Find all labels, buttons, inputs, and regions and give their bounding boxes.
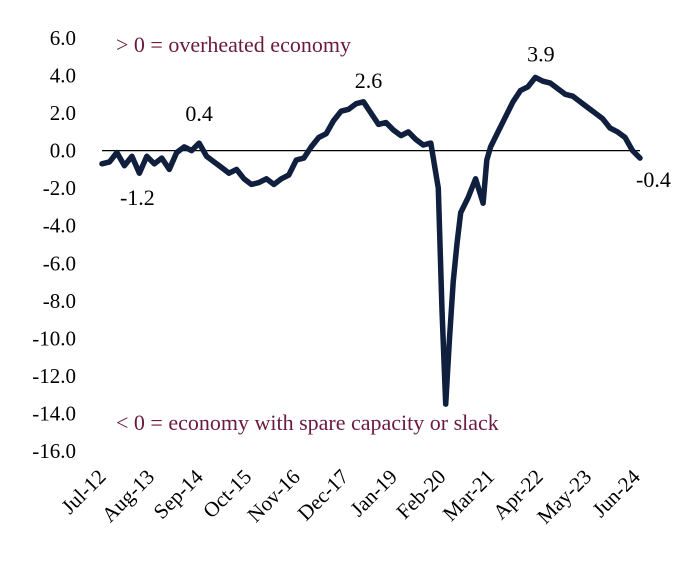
y-tick-label: -16.0 bbox=[32, 439, 76, 463]
data-label: -1.2 bbox=[120, 185, 155, 210]
x-tick-label: Mar-21 bbox=[438, 465, 499, 526]
x-tick-label: Dec-17 bbox=[293, 465, 354, 526]
data-label: 0.4 bbox=[185, 101, 213, 126]
series-line bbox=[99, 74, 643, 407]
y-tick-label: -12.0 bbox=[32, 364, 76, 388]
y-tick-label: 2.0 bbox=[50, 101, 76, 125]
x-tick-label: Nov-16 bbox=[242, 465, 304, 527]
data-label: 2.6 bbox=[355, 68, 383, 93]
data-label: 3.9 bbox=[527, 41, 555, 66]
data-label: -0.4 bbox=[636, 167, 671, 192]
y-tick-label: 6.0 bbox=[50, 26, 76, 50]
annotations: -1.2 0.4 2.6 3.9 -0.4 bbox=[120, 41, 671, 210]
y-tick-label: -2.0 bbox=[43, 176, 76, 200]
x-axis: Jul-12Aug-13Sep-14Oct-15Nov-16Dec-17Jan-… bbox=[56, 464, 645, 528]
y-tick-label: -4.0 bbox=[43, 214, 76, 238]
note-overheated: > 0 = overheated economy bbox=[116, 32, 351, 57]
x-tick-label: Sep-14 bbox=[149, 464, 208, 523]
y-tick-label: -14.0 bbox=[32, 401, 76, 425]
x-tick-label: Jan-19 bbox=[345, 465, 402, 522]
x-tick-label: May-23 bbox=[532, 465, 596, 529]
x-tick-label: Aug-13 bbox=[97, 465, 159, 527]
y-axis: 6.0 4.0 2.0 0.0 -2.0 -4.0 -6.0 -8.0 -10.0 -12.0 -1… bbox=[32, 26, 76, 463]
note-slack: < 0 = economy with spare capacity or sla… bbox=[116, 410, 499, 435]
x-tick-label: Feb-20 bbox=[391, 465, 450, 524]
y-tick-label: 4.0 bbox=[50, 64, 76, 88]
y-tick-label: -6.0 bbox=[43, 251, 76, 275]
y-tick-label: -10.0 bbox=[32, 326, 76, 350]
y-tick-label: 0.0 bbox=[50, 139, 76, 163]
y-tick-label: -8.0 bbox=[43, 289, 76, 313]
x-tick-label: Jun-24 bbox=[587, 464, 645, 522]
